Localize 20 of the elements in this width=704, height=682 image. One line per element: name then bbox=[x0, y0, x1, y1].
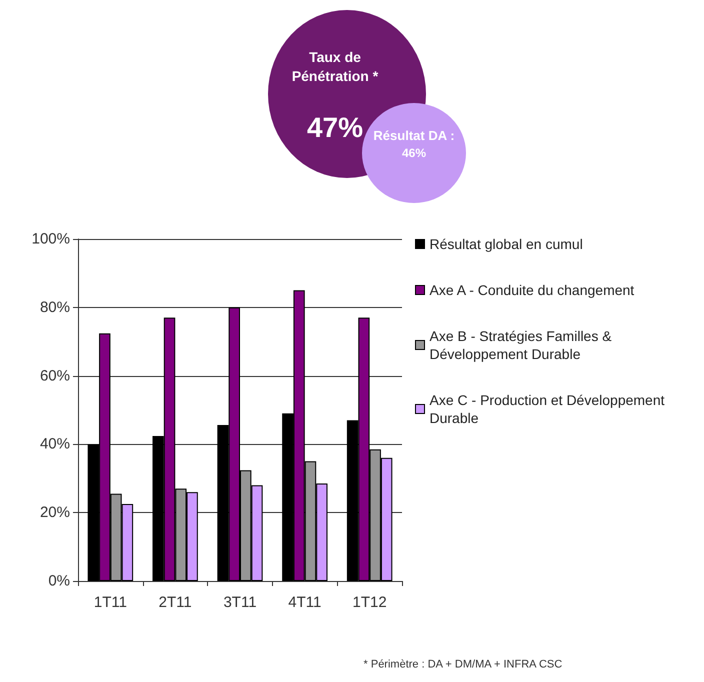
text: * Périmètre : DA + DM/MA + INFRA CSC bbox=[364, 658, 562, 670]
y-tick-label: 0% bbox=[48, 572, 70, 590]
x-tick-label: 2T11 bbox=[158, 594, 192, 611]
x-tick-label: 1T11 bbox=[94, 594, 127, 611]
y-tick-label: 100% bbox=[32, 230, 70, 248]
text: 46% bbox=[400, 146, 428, 160]
legend-label: Axe C - Production et Développement Durable bbox=[430, 392, 668, 426]
y-tick-label: 40% bbox=[40, 436, 70, 453]
x-tick-label: 1T12 bbox=[352, 594, 387, 611]
text: Taux de Pénétration * bbox=[290, 48, 380, 86]
x-tick-label: 4T11 bbox=[288, 594, 322, 611]
y-tick-label: 60% bbox=[40, 367, 70, 384]
text: 47% bbox=[306, 112, 364, 143]
y-tick-label: 20% bbox=[40, 504, 70, 522]
legend-label: Axe A - Conduite du changement bbox=[430, 282, 634, 298]
x-tick-label: 3T11 bbox=[223, 594, 257, 611]
text: Résultat DA : bbox=[372, 128, 456, 143]
legend-label: Axe B - Stratégies Familles & Développement Durable bbox=[430, 328, 616, 362]
legend-label: Résultat global en cumul bbox=[430, 236, 583, 252]
y-tick-label: 80% bbox=[40, 298, 70, 316]
